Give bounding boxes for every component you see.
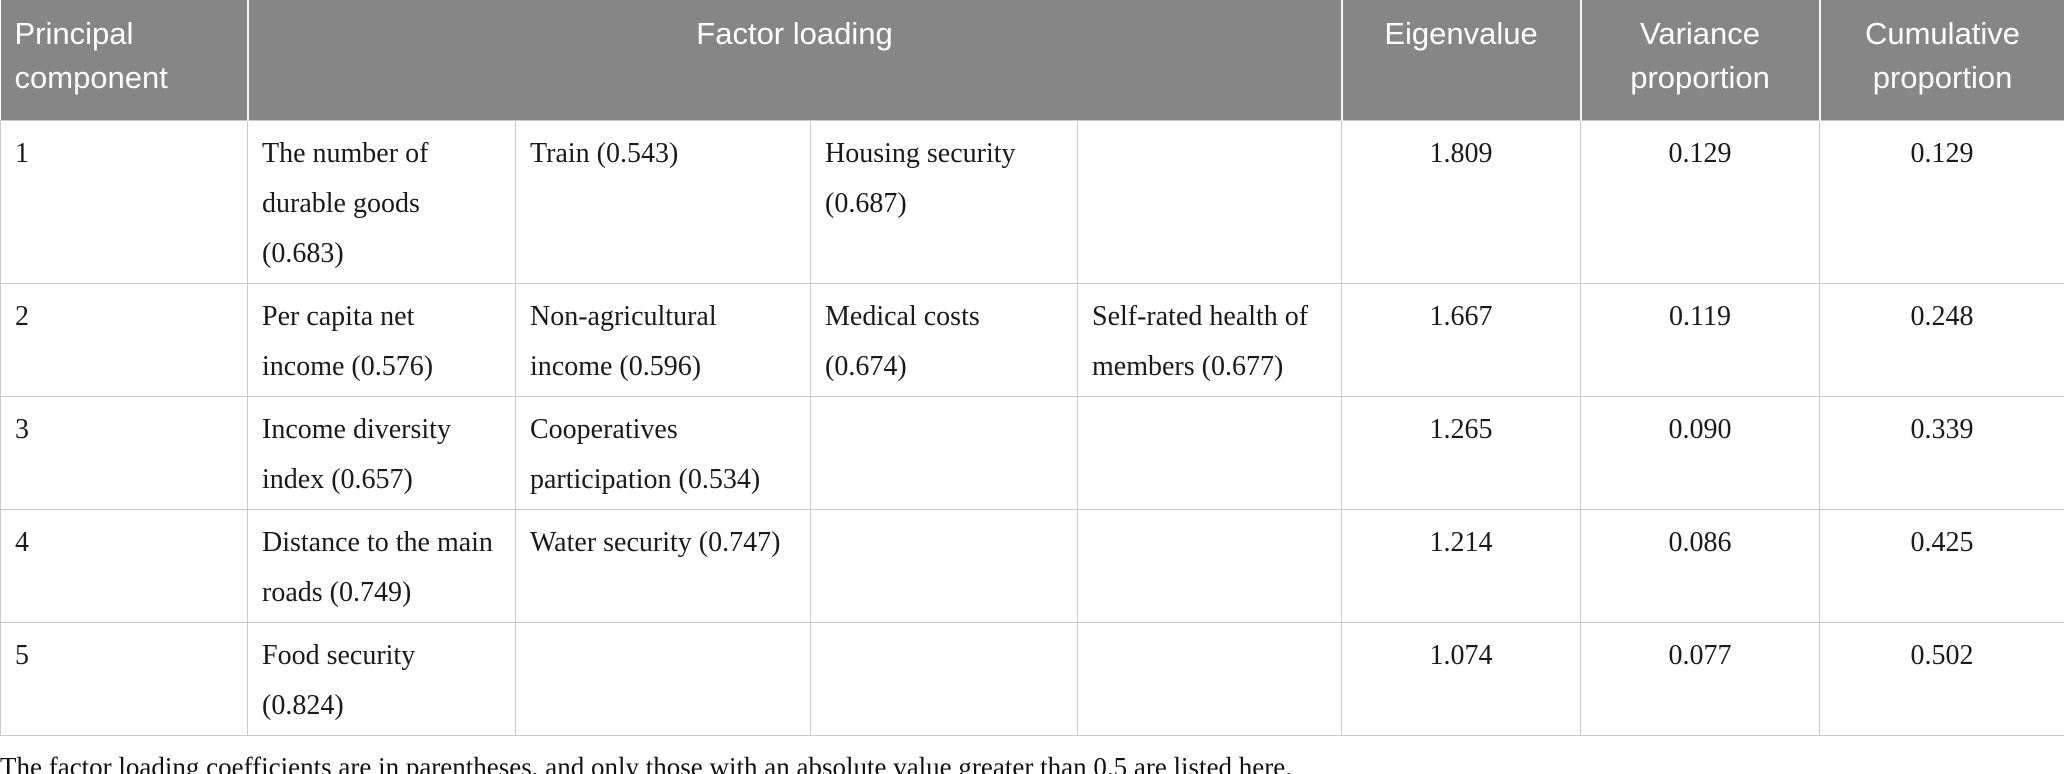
factor-loading-cell: Non-agricultural income (0.596) (515, 282, 811, 397)
factor-loading-cell: Cooperatives participation (0.534) (515, 395, 811, 510)
table-row: 2 Per capita net income (0.576) Non-agri… (0, 282, 2064, 397)
factor-loading-cell (1076, 395, 1343, 510)
eigenvalue-cell: 1.667 (1341, 282, 1582, 397)
col-header-principal-component: Principal component (0, 0, 248, 120)
factor-loading-cell: The number of durable goods (0.683) (247, 119, 516, 284)
col-header-variance-proportion: Variance proportion (1579, 0, 1820, 120)
header-row: Principal component Factor loading Eigen… (0, 0, 2064, 120)
variance-proportion-cell: 0.129 (1580, 119, 1821, 284)
factor-loading-cell (810, 508, 1078, 623)
eigenvalue-cell: 1.809 (1341, 119, 1582, 284)
factor-loading-cell: Water security (0.747) (515, 508, 811, 623)
eigenvalue-cell: 1.265 (1341, 395, 1582, 510)
col-header-factor-loading: Factor loading (246, 0, 1342, 120)
variance-proportion-cell: 0.086 (1580, 508, 1821, 623)
factor-loading-cell: Per capita net income (0.576) (247, 282, 516, 397)
variance-proportion-cell: 0.119 (1580, 282, 1821, 397)
component-number-cell: 4 (0, 508, 248, 623)
cumulative-proportion-cell: 0.129 (1819, 119, 2064, 284)
table-row: 4 Distance to the main roads (0.749) Wat… (0, 508, 2064, 623)
table-footnote: The factor loading coefficients are in p… (0, 751, 1293, 774)
col-header-cumulative-proportion: Cumulative proportion (1818, 0, 2064, 120)
variance-proportion-cell: 0.077 (1580, 621, 1821, 736)
table-row: 5 Food security (0.824) 1.074 0.077 0.50… (0, 621, 2064, 736)
factor-loading-cell: Train (0.543) (515, 119, 811, 284)
factor-loading-cell (1076, 119, 1343, 284)
factor-loading-cell: Medical costs (0.674) (810, 282, 1078, 397)
component-number-cell: 1 (0, 119, 248, 284)
pca-results-table: Principal component Factor loading Eigen… (0, 0, 2064, 736)
eigenvalue-cell: 1.074 (1341, 621, 1582, 736)
factor-loading-cell (810, 621, 1078, 736)
factor-loading-cell (1076, 508, 1343, 623)
factor-loading-cell: Food security (0.824) (247, 621, 516, 736)
factor-loading-cell (810, 395, 1078, 510)
component-number-cell: 5 (0, 621, 248, 736)
eigenvalue-cell: 1.214 (1341, 508, 1582, 623)
cumulative-proportion-cell: 0.248 (1819, 282, 2064, 397)
table-row: 1 The number of durable goods (0.683) Tr… (0, 119, 2064, 284)
factor-loading-cell (1076, 621, 1343, 736)
cumulative-proportion-cell: 0.339 (1819, 395, 2064, 510)
factor-loading-cell: Distance to the main roads (0.749) (247, 508, 516, 623)
factor-loading-cell (515, 621, 811, 736)
component-number-cell: 3 (0, 395, 248, 510)
variance-proportion-cell: 0.090 (1580, 395, 1821, 510)
factor-loading-cell: Self-rated health of members (0.677) (1076, 282, 1343, 397)
component-number-cell: 2 (0, 282, 248, 397)
cumulative-proportion-cell: 0.425 (1819, 508, 2064, 623)
factor-loading-cell: Housing security (0.687) (810, 119, 1078, 284)
cumulative-proportion-cell: 0.502 (1819, 621, 2064, 736)
factor-loading-cell: Income diversity index (0.657) (247, 395, 516, 510)
table-row: 3 Income diversity index (0.657) Coopera… (0, 395, 2064, 510)
col-header-eigenvalue: Eigenvalue (1340, 0, 1581, 120)
